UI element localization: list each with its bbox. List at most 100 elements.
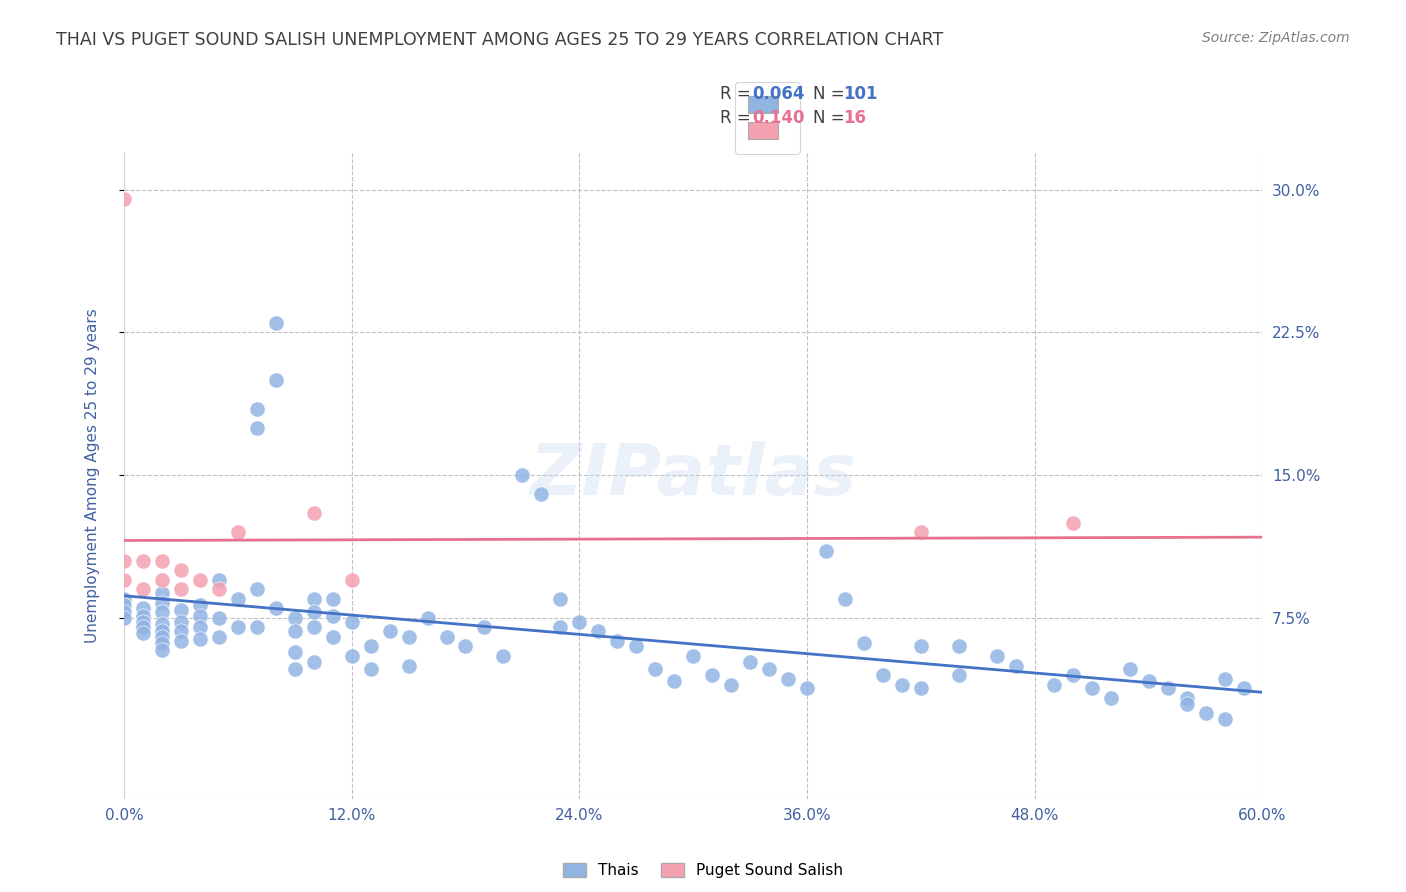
- Text: R =: R =: [720, 85, 756, 103]
- Point: [1213, 712, 1236, 726]
- Point: [112, 591, 135, 606]
- Point: [112, 605, 135, 619]
- Point: [740, 655, 762, 669]
- Point: [226, 591, 249, 606]
- Point: [530, 487, 553, 501]
- Point: [132, 620, 155, 634]
- Point: [150, 554, 173, 568]
- Point: [226, 620, 249, 634]
- Point: [474, 620, 496, 634]
- Point: [246, 620, 269, 634]
- Point: [150, 573, 173, 587]
- Point: [150, 630, 173, 644]
- Point: [948, 640, 970, 654]
- Point: [246, 582, 269, 597]
- Point: [606, 633, 628, 648]
- Point: [284, 645, 307, 659]
- Point: [112, 554, 135, 568]
- Point: [890, 677, 912, 691]
- Point: [1213, 672, 1236, 686]
- Point: [170, 624, 193, 639]
- Point: [1175, 697, 1198, 711]
- Point: [1175, 690, 1198, 705]
- Point: [550, 591, 572, 606]
- Point: [492, 648, 515, 663]
- Point: [1232, 681, 1254, 696]
- Text: N =: N =: [813, 109, 849, 127]
- Point: [702, 668, 724, 682]
- Text: N =: N =: [813, 85, 849, 103]
- Point: [302, 506, 325, 520]
- Point: [112, 611, 135, 625]
- Point: [1080, 681, 1102, 696]
- Point: [644, 662, 666, 676]
- Point: [170, 603, 193, 617]
- Point: [815, 544, 838, 558]
- Point: [910, 681, 932, 696]
- Point: [112, 573, 135, 587]
- Point: [340, 573, 363, 587]
- Text: 16: 16: [844, 109, 866, 127]
- Point: [170, 582, 193, 597]
- Point: [302, 655, 325, 669]
- Point: [910, 525, 932, 540]
- Point: [150, 596, 173, 610]
- Point: [112, 598, 135, 612]
- Point: [322, 630, 344, 644]
- Point: [378, 624, 401, 639]
- Point: [132, 554, 155, 568]
- Point: [246, 401, 269, 416]
- Point: [1004, 658, 1026, 673]
- Point: [1042, 677, 1064, 691]
- Point: [208, 630, 231, 644]
- Point: [170, 563, 193, 577]
- Text: THAI VS PUGET SOUND SALISH UNEMPLOYMENT AMONG AGES 25 TO 29 YEARS CORRELATION CH: THAI VS PUGET SOUND SALISH UNEMPLOYMENT …: [56, 31, 943, 49]
- Point: [398, 658, 420, 673]
- Point: [302, 591, 325, 606]
- Text: 0.140: 0.140: [752, 109, 804, 127]
- Point: [436, 630, 458, 644]
- Point: [284, 624, 307, 639]
- Point: [302, 605, 325, 619]
- Point: [550, 620, 572, 634]
- Point: [398, 630, 420, 644]
- Point: [170, 615, 193, 629]
- Point: [150, 624, 173, 639]
- Legend: Thais, Puget Sound Salish: Thais, Puget Sound Salish: [557, 857, 849, 884]
- Point: [226, 525, 249, 540]
- Point: [170, 633, 193, 648]
- Point: [322, 609, 344, 624]
- Point: [188, 609, 211, 624]
- Point: [188, 632, 211, 646]
- Point: [1194, 706, 1216, 720]
- Point: [1156, 681, 1178, 696]
- Point: [284, 662, 307, 676]
- Point: [340, 615, 363, 629]
- Point: [132, 626, 155, 640]
- Point: [588, 624, 610, 639]
- Point: [872, 668, 894, 682]
- Point: [758, 662, 780, 676]
- Point: [264, 601, 287, 615]
- Text: R =: R =: [720, 109, 756, 127]
- Point: [778, 672, 800, 686]
- Point: [1137, 673, 1160, 688]
- Point: [720, 677, 742, 691]
- Point: [112, 192, 135, 206]
- Point: [132, 582, 155, 597]
- Point: [910, 640, 932, 654]
- Point: [360, 662, 382, 676]
- Point: [150, 586, 173, 600]
- Point: [1062, 668, 1084, 682]
- Point: [682, 648, 704, 663]
- Text: Source: ZipAtlas.com: Source: ZipAtlas.com: [1202, 31, 1350, 45]
- Point: [150, 605, 173, 619]
- Point: [264, 316, 287, 330]
- Point: [322, 591, 344, 606]
- Point: [132, 615, 155, 629]
- Point: [132, 601, 155, 615]
- Point: [664, 673, 686, 688]
- Point: [188, 598, 211, 612]
- Point: [416, 611, 439, 625]
- Point: [568, 615, 591, 629]
